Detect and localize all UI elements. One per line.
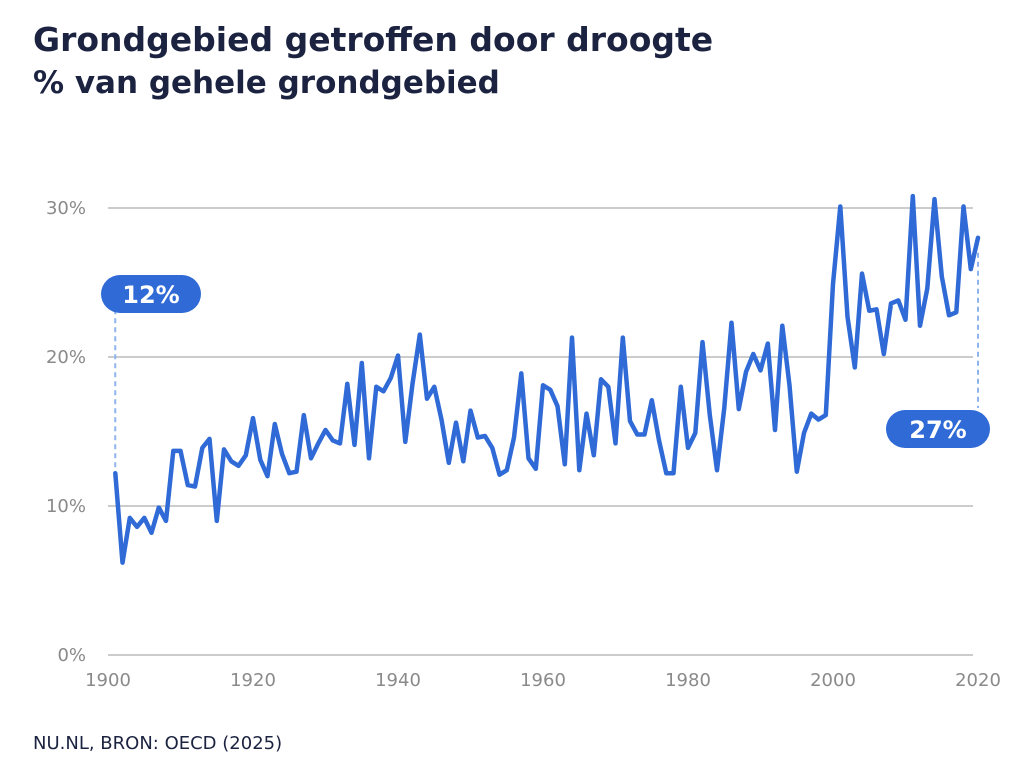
x-tick-label-1960: 1960 xyxy=(520,670,566,691)
annotation-leaders xyxy=(114,252,979,477)
x-tick-label-1940: 1940 xyxy=(375,670,421,691)
x-axis: 1900 1920 1940 1960 1980 2000 2020 xyxy=(85,670,1001,691)
series-line xyxy=(113,193,981,565)
y-tick-label-10: 10% xyxy=(46,496,86,517)
y-tick-label-0: 0% xyxy=(57,645,86,666)
x-tick-label-2020: 2020 xyxy=(955,670,1001,691)
chart-title: Grondgebied getroffen door droogte xyxy=(33,20,714,59)
x-tick-label-1980: 1980 xyxy=(665,670,711,691)
y-tick-label-20: 20% xyxy=(46,347,86,368)
x-tick-label-1920: 1920 xyxy=(230,670,276,691)
x-tick-label-2000: 2000 xyxy=(810,670,856,691)
annotation-badge-1 xyxy=(101,275,201,313)
chart-subtitle: % van gehele grondgebied xyxy=(33,65,500,101)
annotation-label-1: 12% xyxy=(122,281,179,309)
annotation-callouts: 12% 27% xyxy=(101,275,990,448)
x-tick-label-1900: 1900 xyxy=(85,670,131,691)
annotation-label-2: 27% xyxy=(909,416,966,444)
y-tick-label-30: 30% xyxy=(46,198,86,219)
source-note: NU.NL, BRON: OECD (2025) xyxy=(33,733,283,754)
y-axis: 0% 10% 20% 30% xyxy=(46,198,86,666)
line-chart: 0% 10% 20% 30% 1900 1920 1940 1960 1980 2000 2020… xyxy=(46,193,1001,691)
annotation-badge-2 xyxy=(886,410,990,448)
